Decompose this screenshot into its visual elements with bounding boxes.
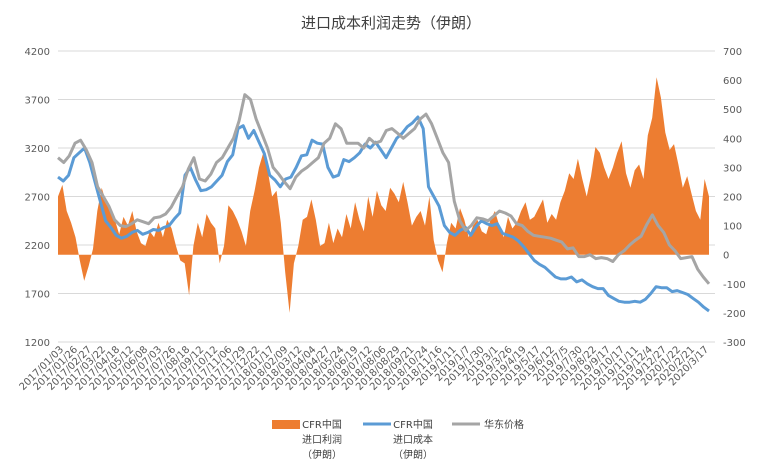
- legend-label: （伊朗）: [302, 449, 342, 461]
- right-tick-label: -300: [723, 338, 746, 349]
- right-tick-label: 500: [723, 105, 742, 116]
- right-tick-label: -100: [723, 280, 746, 291]
- chart-title: 进口成本利润走势（伊朗）: [301, 14, 481, 32]
- profit-area-layer: [58, 77, 709, 313]
- left-axis-ticks: 1200 1700 2200 2700 3200 3700 4200: [25, 47, 50, 349]
- legend-label: 进口利润: [302, 433, 342, 446]
- legend-label: CFR中国: [393, 418, 433, 431]
- legend-label: CFR中国: [302, 418, 342, 431]
- legend-label: 进口成本: [393, 433, 433, 446]
- right-tick-label: 100: [723, 222, 742, 233]
- right-tick-label: 700: [723, 47, 742, 58]
- legend-item: 华东价格: [452, 418, 524, 431]
- left-tick-label: 2700: [25, 193, 50, 204]
- right-tick-label: 400: [723, 134, 742, 145]
- legend-label: （伊朗）: [393, 449, 433, 461]
- legend-swatch: [272, 420, 300, 429]
- left-tick-label: 1200: [25, 338, 50, 349]
- x-axis-ticks: 2017/01/032017/01/262017/02/272017/03/22…: [18, 344, 712, 393]
- legend-label: 华东价格: [484, 418, 524, 431]
- left-tick-label: 2200: [25, 241, 50, 252]
- right-tick-label: 300: [723, 163, 742, 174]
- right-tick-label: 200: [723, 193, 742, 204]
- right-axis-ticks: -300 -200 -100 0 100 200 300 400 500 600 700: [723, 47, 746, 349]
- east-china-price-line-series: [57, 93, 711, 285]
- profit-area-series: [58, 77, 709, 313]
- left-tick-label: 3200: [25, 144, 50, 155]
- left-tick-label: 3700: [25, 96, 50, 107]
- price-line-layer: [57, 93, 711, 313]
- left-tick-label: 4200: [25, 47, 50, 58]
- right-tick-label: -200: [723, 309, 746, 320]
- right-tick-label: 0: [723, 251, 729, 262]
- cost-line-series: [57, 115, 710, 313]
- left-tick-label: 1700: [25, 290, 50, 301]
- right-tick-label: 600: [723, 76, 742, 87]
